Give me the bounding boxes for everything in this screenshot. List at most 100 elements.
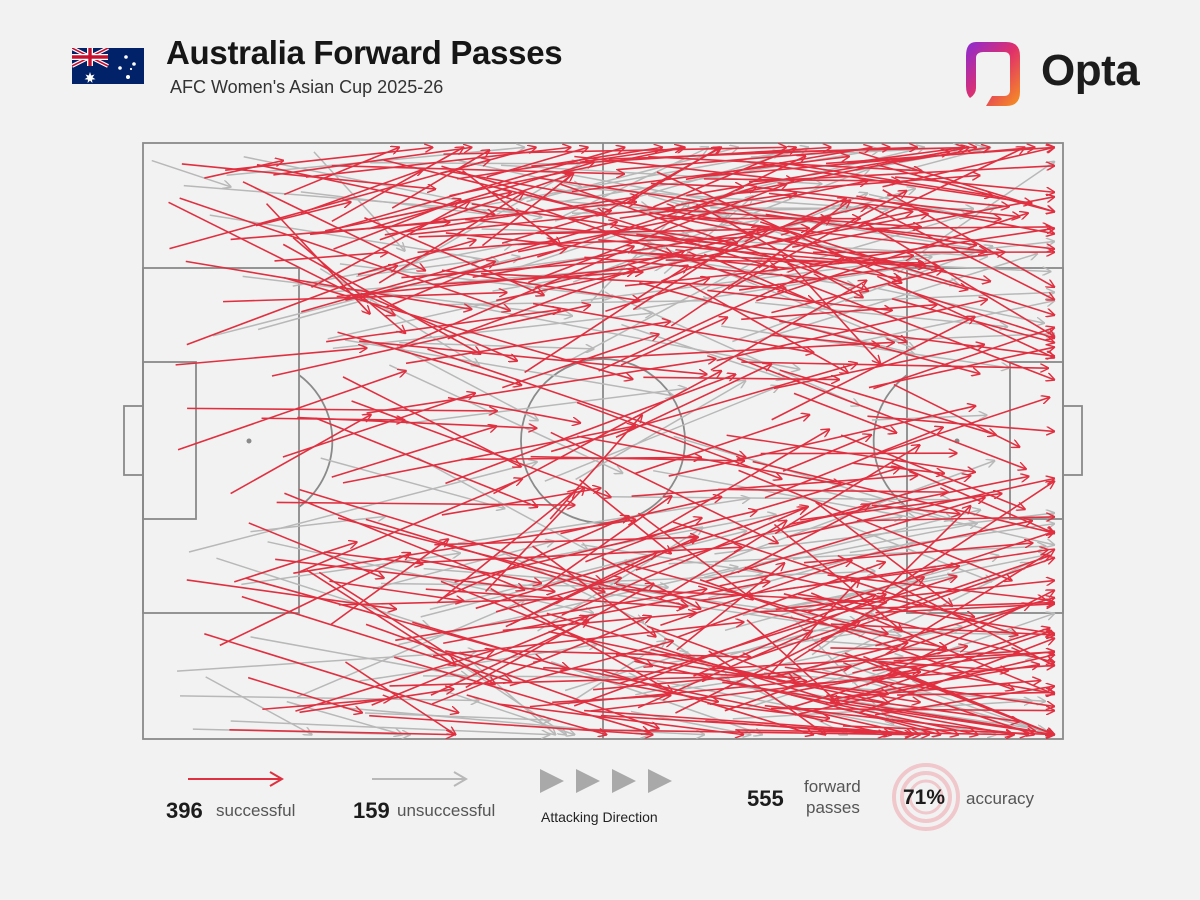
successful-pass-372 — [765, 213, 977, 245]
successful-pass-440 — [276, 502, 575, 505]
unsuccessful-pass-32 — [320, 457, 505, 508]
unsuccessful-pass-90 — [359, 644, 596, 682]
successful-pass-507 — [868, 347, 1054, 389]
unsuccessful-pass-167 — [216, 557, 428, 626]
successful-pass-276 — [741, 305, 937, 321]
successful-pass-363 — [718, 489, 948, 492]
successful-pass-536 — [764, 427, 943, 499]
successful-pass-456 — [309, 202, 636, 236]
successful-pass-528 — [364, 217, 543, 296]
successful-pass-415 — [305, 147, 571, 178]
successful-pass-435 — [620, 317, 727, 366]
successful-pass-381 — [550, 431, 778, 543]
successful-pass-460 — [710, 281, 867, 371]
successful-pass-295 — [836, 706, 959, 735]
successful-pass-341 — [741, 361, 1048, 368]
successful-pass-383 — [871, 504, 960, 514]
successful-pass-343 — [311, 201, 469, 288]
successful-pass-270 — [275, 558, 554, 591]
successful-pass-388 — [261, 418, 405, 420]
unsuccessful-pass-89 — [821, 490, 1055, 545]
successful-pass-398 — [324, 192, 511, 232]
successful-pass-470 — [882, 189, 1055, 287]
successful-pass-549 — [601, 557, 701, 609]
successful-pass-222 — [306, 569, 456, 665]
successful-pass-463 — [893, 652, 1055, 662]
successful-pass-410 — [282, 393, 475, 458]
successful-pass-508 — [663, 214, 986, 251]
successful-pass-474 — [549, 415, 642, 520]
successful-pass-488 — [687, 283, 848, 373]
successful-pass-361 — [744, 556, 1049, 662]
successful-pass-253 — [878, 660, 1008, 670]
successful-pass-399 — [904, 481, 1054, 582]
successful-pass-239 — [262, 699, 390, 711]
successful-pass-551 — [265, 203, 370, 314]
successful-pass-281 — [441, 488, 601, 516]
successful-pass-299 — [331, 147, 464, 223]
successful-pass-422 — [283, 147, 399, 196]
successful-pass-516 — [369, 714, 653, 735]
opta-wordmark: Opta — [1041, 46, 1140, 95]
successful-pass-310 — [342, 376, 521, 467]
successful-pass-356 — [241, 595, 511, 682]
successful-pass-417 — [271, 305, 590, 377]
successful-pass-484 — [538, 177, 828, 219]
unsuccessful-pass-125 — [423, 567, 668, 588]
successful-pass-529 — [764, 704, 1028, 735]
successful-pass-353 — [457, 147, 662, 180]
successful-pass-208 — [229, 728, 454, 735]
successful-pass-244 — [870, 227, 1054, 249]
successful-pass-517 — [754, 147, 976, 154]
successful-pass-387 — [771, 270, 943, 314]
successful-pass-491 — [698, 147, 1035, 178]
successful-pass-228 — [497, 703, 743, 735]
unsuccessful-pass-100 — [526, 147, 738, 203]
successful-pass-464 — [445, 374, 735, 485]
successful-pass-386 — [366, 359, 716, 414]
successful-pass-541 — [728, 175, 980, 195]
successful-pass-323 — [242, 181, 425, 271]
unsuccessful-pass-96 — [852, 613, 1054, 684]
successful-pass-467 — [619, 576, 956, 685]
successful-pass-407 — [707, 289, 892, 310]
successful-pass-535 — [561, 508, 806, 616]
unsuccessful-pass-111 — [364, 712, 550, 720]
successful-pass-553 — [430, 620, 588, 696]
penalty-spot — [246, 438, 252, 444]
successful-pass-443 — [445, 232, 795, 269]
successful-pass-433 — [827, 574, 1046, 600]
successful-pass-411 — [780, 273, 1054, 379]
successful-pass-3 — [186, 266, 397, 346]
successful-pass-532 — [481, 173, 573, 247]
successful-pass-11 — [598, 257, 844, 372]
total-passes-label-line2: passes — [806, 798, 860, 817]
successful-pass-510 — [401, 255, 695, 279]
successful-pass-264 — [746, 619, 839, 704]
successful-pass-545 — [615, 583, 946, 647]
successful-pass-374 — [759, 221, 1054, 315]
successful-pass-225 — [295, 650, 493, 712]
successful-pass-442 — [881, 506, 970, 594]
successful-pass-258 — [329, 580, 463, 601]
successful-pass-358 — [292, 237, 405, 334]
successful-pass-465 — [771, 708, 1054, 710]
successful-pass-452 — [793, 392, 896, 432]
successful-pass-448 — [670, 217, 830, 327]
successful-pass-476 — [560, 183, 869, 291]
successful-pass-480 — [727, 191, 906, 291]
successful-pass-206 — [384, 197, 638, 236]
successful-pass-227 — [185, 260, 472, 309]
successful-pass-4 — [177, 371, 406, 451]
successful-passes — [168, 147, 1055, 735]
successful-pass-282 — [640, 429, 829, 541]
successful-pass-451 — [379, 175, 571, 241]
successful-pass-185 — [256, 163, 495, 215]
successful-pass-394 — [273, 147, 471, 176]
unsuccessful-pass-95 — [457, 662, 566, 735]
successful-pass-482 — [486, 147, 588, 178]
successful-pass-434 — [337, 517, 687, 606]
successful-pass-513 — [179, 197, 510, 310]
successful-pass-526 — [726, 434, 975, 472]
successful-pass-512 — [465, 584, 654, 689]
